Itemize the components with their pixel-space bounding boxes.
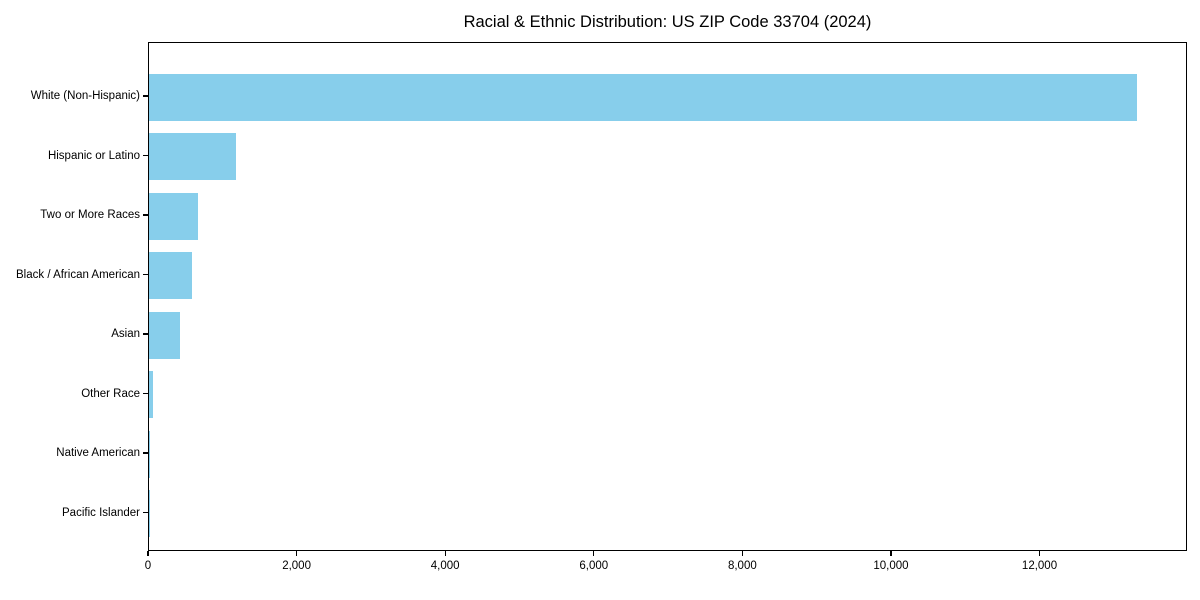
x-tick-label-8000: 8,000 (727, 560, 757, 572)
bar-asian (149, 311, 181, 359)
y-tick-mark (143, 214, 148, 216)
y-tick-label-pacific-islander: Pacific Islander (62, 506, 140, 519)
y-tick-label-white-non-hispanic: White (Non-Hispanic) (30, 90, 140, 102)
x-tick-label-2000: 2,000 (282, 560, 311, 572)
bar-other-race (149, 371, 153, 418)
y-tick-mark (143, 95, 148, 97)
y-tick-label-black-african-american: Black / African American (16, 268, 140, 281)
x-tick-mark (890, 551, 892, 556)
x-tick-mark (444, 551, 446, 556)
x-tick-mark (1038, 551, 1041, 556)
x-tick-label-10000: 10,000 (873, 560, 909, 572)
x-tick-mark (147, 551, 149, 556)
bar-hispanic-or-latino (149, 133, 236, 180)
x-tick-label-4000: 4,000 (430, 560, 460, 572)
y-tick-label-native-american: Native American (56, 447, 140, 459)
x-tick-mark (295, 551, 298, 556)
y-tick-mark (143, 333, 148, 335)
x-tick-mark (593, 551, 595, 556)
chart-title: Racial & Ethnic Distribution: US ZIP Cod… (463, 13, 872, 31)
x-tick-label-0: 0 (144, 560, 152, 572)
x-tick-label-6000: 6,000 (579, 560, 609, 572)
y-tick-mark (143, 273, 148, 276)
bar-white-non-hispanic (149, 73, 1138, 121)
y-tick-mark (143, 392, 148, 395)
y-tick-mark (143, 511, 148, 514)
y-tick-label-asian: Asian (111, 328, 140, 340)
y-tick-label-other-race: Other Race (81, 387, 140, 400)
plot-area (148, 42, 1187, 551)
y-tick-label-hispanic-or-latino: Hispanic or Latino (47, 149, 140, 162)
x-tick-mark (741, 551, 743, 556)
x-tick-label-12000: 12,000 (1021, 560, 1058, 572)
bar-native-american (149, 430, 151, 478)
y-tick-label-two-or-more-races: Two or More Races (40, 209, 140, 221)
bar-two-or-more-races (149, 192, 199, 240)
bar-black-african-american (149, 252, 193, 299)
y-tick-mark (143, 154, 148, 157)
y-tick-mark (143, 452, 148, 454)
